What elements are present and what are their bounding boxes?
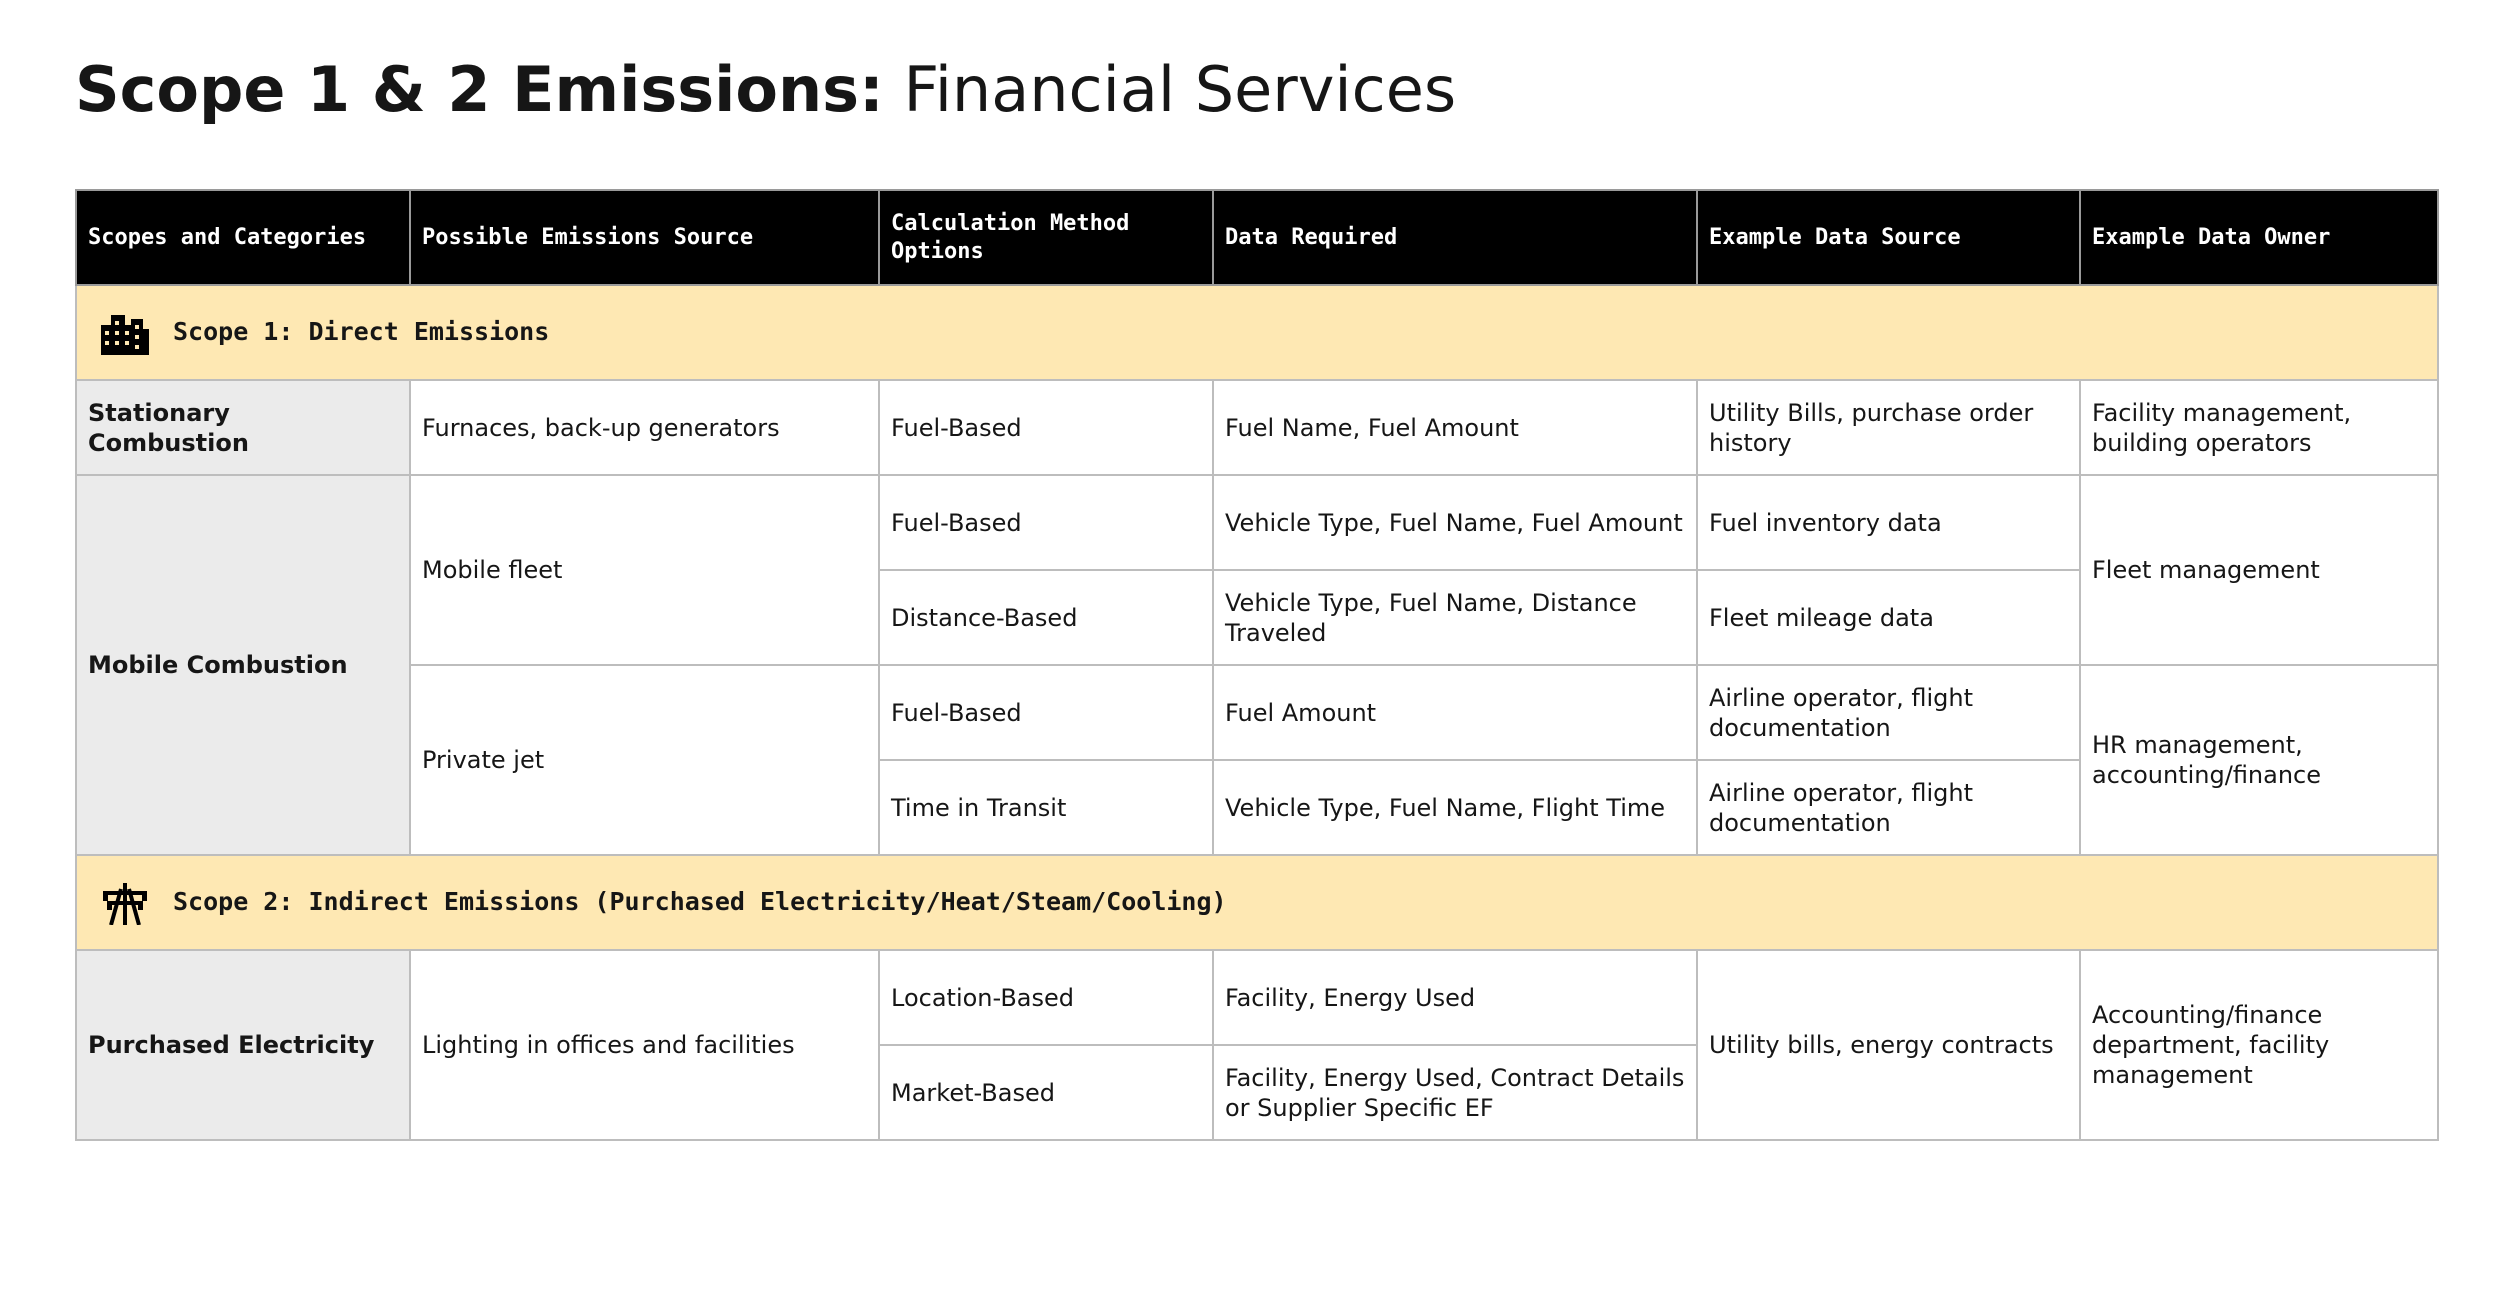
cell: Fuel-Based (878, 474, 1214, 571)
cell: Utility Bills, purchase order history (1696, 379, 2081, 476)
power-tower-icon (103, 882, 147, 926)
cell: Location-Based (878, 949, 1214, 1046)
cell: Vehicle Type, Fuel Name, Distance Travel… (1212, 569, 1698, 666)
cell: Accounting/finance department, facility … (2079, 949, 2439, 1141)
cell: Mobile fleet (409, 474, 880, 666)
cell: Fuel-Based (878, 379, 1214, 476)
header-cell: Example Data Owner (2079, 189, 2439, 286)
row: Private jet Fuel-Based Fuel Amount Airli… (76, 664, 2439, 856)
scope-cell: Scope 1: Direct Emissions (75, 284, 2439, 381)
header-cell: Scopes and Categories (75, 189, 411, 286)
cell: Fuel-Based (878, 664, 1214, 761)
row: Purchased Electricity Lighting in office… (75, 949, 2439, 1141)
page-title: Scope 1 & 2 Emissions: Financial Service… (75, 50, 1456, 130)
row: Mobile Combustion Mobile fleet Fuel-Base… (75, 474, 2439, 856)
scope-title: Scope 2: Indirect Emissions (Purchased E… (173, 886, 1227, 916)
category-cell: Mobile Combustion (75, 474, 411, 856)
cell: Fuel Amount (1212, 664, 1698, 761)
header-cell: Possible Emissions Source (409, 189, 880, 286)
scope-row: Scope 2: Indirect Emissions (Purchased E… (75, 854, 2439, 951)
cell: Facility management, building operators (2079, 379, 2439, 476)
cell: Facility, Energy Used (1212, 949, 1698, 1046)
cell: Distance-Based (878, 569, 1214, 666)
scope-cell: Scope 2: Indirect Emissions (Purchased E… (75, 854, 2439, 951)
cell: Private jet (409, 664, 880, 856)
scope-row: Scope 1: Direct Emissions (75, 284, 2439, 381)
title-regular: Financial Services (903, 53, 1457, 126)
row: Distance-Based Vehicle Type, Fuel Name, … (76, 569, 2438, 666)
cell: Airline operator, flight documentation (1696, 759, 2081, 856)
cell: Time in Transit (878, 759, 1214, 856)
header-cell: Example Data Source (1696, 189, 2081, 286)
row: Market-Based Facility, Energy Used, Cont… (76, 1044, 2438, 1141)
cell: HR management, accounting/finance (2079, 664, 2439, 856)
emissions-table: Scopes and Categories Possible Emissions… (75, 189, 2439, 1141)
cell: Facility, Energy Used, Contract Details … (1212, 1044, 1698, 1141)
header-cell: Calculation Method Options (878, 189, 1214, 286)
cell: Vehicle Type, Fuel Name, Flight Time (1212, 759, 1698, 856)
scope-title: Scope 1: Direct Emissions (173, 316, 550, 346)
cell: Fuel inventory data (1696, 474, 2081, 571)
category-cell: Purchased Electricity (75, 949, 411, 1141)
cell: Vehicle Type, Fuel Name, Fuel Amount (1212, 474, 1698, 571)
cell: Furnaces, back-up generators (409, 379, 880, 476)
cell: Fleet mileage data (1696, 569, 2081, 666)
header-row: Scopes and Categories Possible Emissions… (75, 189, 2439, 286)
building-icon (101, 314, 149, 355)
row: Time in Transit Vehicle Type, Fuel Name,… (76, 759, 2438, 856)
category-cell: Stationary Combustion (75, 379, 411, 476)
cell: Fuel Name, Fuel Amount (1212, 379, 1698, 476)
cell: Utility bills, energy contracts (1696, 949, 2081, 1141)
cell: Fleet management (2079, 474, 2439, 666)
cell: Airline operator, flight documentation (1696, 664, 2081, 761)
row: Stationary Combustion Furnaces, back-up … (75, 379, 2439, 476)
cell: Market-Based (878, 1044, 1214, 1141)
title-bold: Scope 1 & 2 Emissions: (75, 53, 884, 126)
header-cell: Data Required (1212, 189, 1698, 286)
cell: Lighting in offices and facilities (409, 949, 880, 1141)
